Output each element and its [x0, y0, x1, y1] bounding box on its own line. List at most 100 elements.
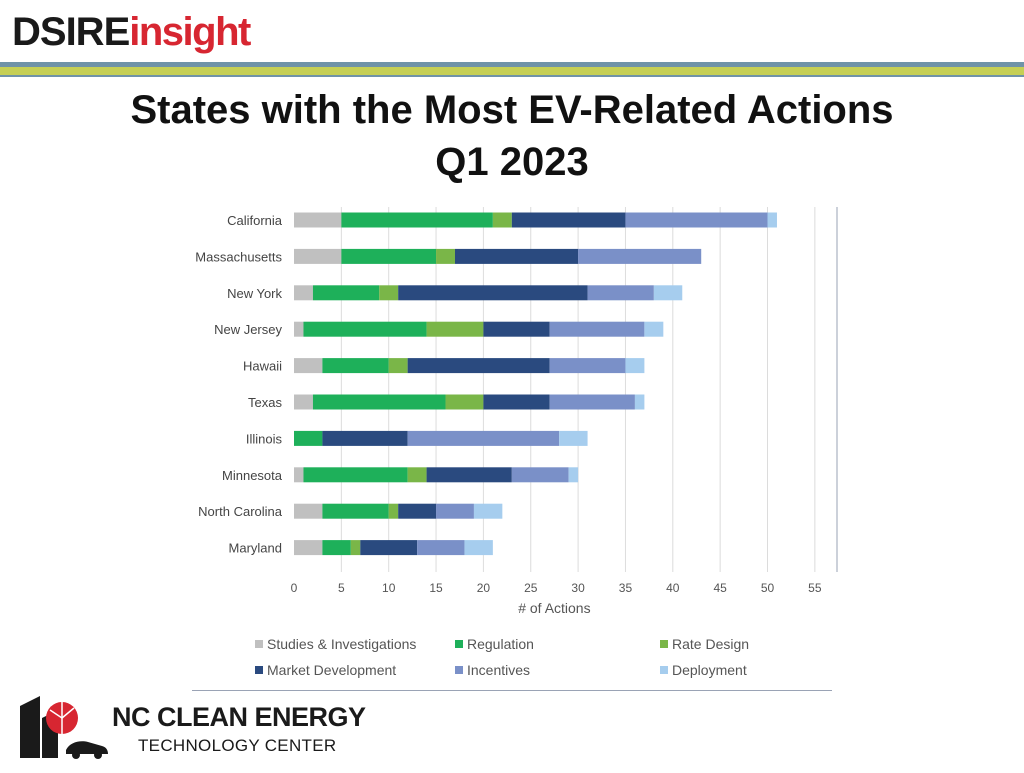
category-label-north-carolina: North Carolina: [198, 504, 283, 519]
legend-swatch: [660, 666, 668, 674]
category-label-illinois: Illinois: [246, 431, 283, 446]
bar-massachusetts-incentives: [578, 248, 702, 264]
bar-new-york-rate-design: [379, 285, 399, 301]
bar-new-jersey-market-development: [483, 321, 550, 337]
bar-new-york-deployment: [653, 285, 683, 301]
bar-maryland-rate-design: [350, 540, 361, 556]
bar-new-jersey-regulation: [303, 321, 427, 337]
legend-item-market-development: Market Development: [255, 662, 396, 678]
category-label-massachusetts: Massachusetts: [195, 249, 282, 264]
bar-texas-rate-design: [445, 394, 484, 410]
bar-new-york-market-development: [398, 285, 588, 301]
legend-swatch: [455, 640, 463, 648]
bar-hawaii-regulation: [322, 358, 389, 374]
x-tick-label-45: 45: [713, 581, 727, 595]
legend-label: Incentives: [467, 662, 531, 678]
bar-california-deployment: [767, 212, 777, 228]
bar-california-incentives: [625, 212, 768, 228]
bar-new-jersey-incentives: [549, 321, 645, 337]
bar-maryland-market-development: [360, 540, 418, 556]
bar-minnesota-incentives: [511, 467, 569, 483]
x-tick-label-15: 15: [429, 581, 443, 595]
x-tick-label-25: 25: [524, 581, 538, 595]
bar-illinois-market-development: [322, 430, 408, 446]
chart-legend: Studies & Investigations Regulation Rate D…: [255, 636, 815, 684]
bar-minnesota-deployment: [568, 467, 579, 483]
legend-label: Deployment: [672, 662, 747, 678]
slide-title: States with the Most EV-Related Actions …: [0, 84, 1024, 188]
x-tick-label-40: 40: [666, 581, 680, 595]
x-tick-label-30: 30: [571, 581, 585, 595]
legend-item-rate-design: Rate Design: [660, 636, 749, 652]
bar-illinois-deployment: [559, 430, 588, 446]
category-label-texas: Texas: [248, 395, 282, 410]
legend-swatch: [255, 666, 263, 674]
bar-texas-studies-investigations: [294, 394, 313, 410]
legend-item-regulation: Regulation: [455, 636, 534, 652]
bar-california-regulation: [341, 212, 493, 228]
x-tick-label-55: 55: [808, 581, 822, 595]
bar-hawaii-rate-design: [388, 358, 408, 374]
logo-dsire-text: DSIRE: [12, 10, 130, 54]
legend-label: Rate Design: [672, 636, 750, 652]
bar-north-carolina-studies-investigations: [294, 503, 323, 519]
bar-hawaii-incentives: [549, 358, 626, 374]
bar-north-carolina-rate-design: [388, 503, 399, 519]
category-label-minnesota: Minnesota: [222, 468, 283, 483]
category-label-new-york: New York: [227, 286, 282, 301]
x-tick-label-50: 50: [761, 581, 775, 595]
bar-california-studies-investigations: [294, 212, 342, 228]
bar-texas-deployment: [634, 394, 645, 410]
category-label-new-jersey: New Jersey: [214, 322, 282, 337]
bar-california-market-development: [511, 212, 626, 228]
legend-item-incentives: Incentives: [455, 662, 530, 678]
legend-label: Regulation: [467, 636, 534, 652]
x-tick-label-10: 10: [382, 581, 396, 595]
bar-maryland-studies-investigations: [294, 540, 323, 556]
bar-maryland-deployment: [464, 540, 493, 556]
category-label-hawaii: Hawaii: [243, 359, 282, 374]
bottom-divider: [192, 690, 832, 691]
chart-title: States with the Most EV-Related Actions: [130, 88, 894, 132]
bar-massachusetts-studies-investigations: [294, 248, 342, 264]
category-label-maryland: Maryland: [229, 541, 282, 556]
bar-north-carolina-deployment: [473, 503, 503, 519]
legend-item-studies-investigations: Studies & Investigations: [255, 636, 416, 652]
legend-label: Studies & Investigations: [267, 636, 417, 652]
legend-swatch: [660, 640, 668, 648]
bar-new-jersey-deployment: [644, 321, 664, 337]
bar-new-york-studies-investigations: [294, 285, 313, 301]
bar-minnesota-rate-design: [407, 467, 427, 483]
x-tick-label-5: 5: [338, 581, 345, 595]
bar-new-jersey-rate-design: [426, 321, 484, 337]
x-tick-label-35: 35: [619, 581, 633, 595]
logo-insight-text: insight: [129, 10, 251, 54]
bar-north-carolina-incentives: [436, 503, 474, 519]
legend-item-deployment: Deployment: [660, 662, 747, 678]
legend-label: Market Development: [267, 662, 397, 678]
bar-hawaii-deployment: [625, 358, 645, 374]
x-tick-label-20: 20: [477, 581, 491, 595]
bar-maryland-regulation: [322, 540, 351, 556]
bar-massachusetts-market-development: [454, 248, 579, 264]
x-axis-label: # of Actions: [518, 600, 590, 616]
legend-swatch: [455, 666, 463, 674]
bar-new-york-incentives: [587, 285, 654, 301]
header-band-thin: [0, 75, 1024, 77]
bar-north-carolina-regulation: [322, 503, 389, 519]
bar-texas-market-development: [483, 394, 550, 410]
bar-new-york-regulation: [312, 285, 380, 301]
bar-massachusetts-regulation: [341, 248, 437, 264]
bar-new-jersey-studies-investigations: [294, 321, 304, 337]
nc-clean-energy-emblem-icon: [20, 696, 108, 759]
bar-hawaii-studies-investigations: [294, 358, 323, 374]
header-band-blue: [0, 62, 1024, 67]
bar-massachusetts-rate-design: [436, 248, 455, 264]
bar-california-rate-design: [492, 212, 512, 228]
bar-illinois-incentives: [407, 430, 560, 446]
bar-hawaii-market-development: [407, 358, 550, 374]
logo-line-2: TECHNOLOGY CENTER: [138, 736, 337, 755]
x-tick-label-0: 0: [291, 581, 298, 595]
